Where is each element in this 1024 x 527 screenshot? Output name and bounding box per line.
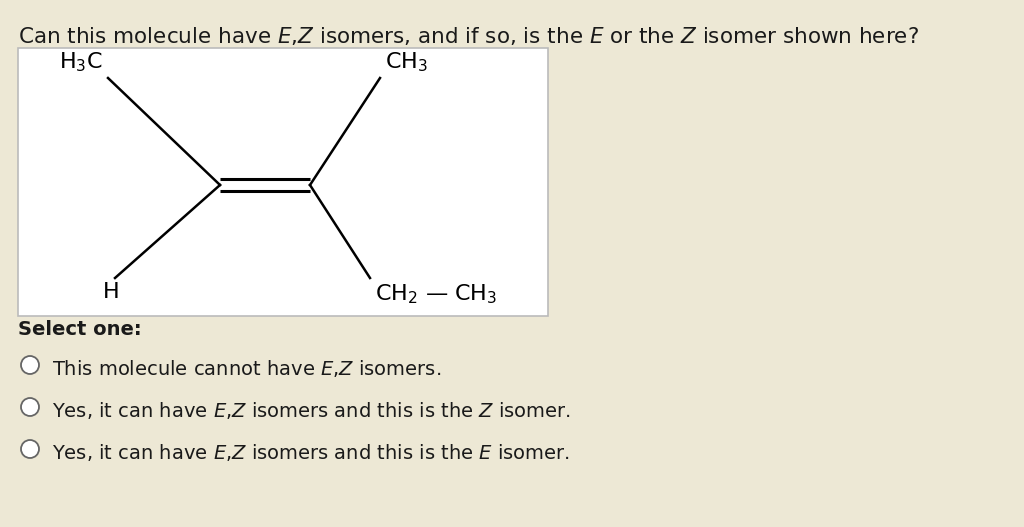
Text: Yes, it can have $\it{E}$,$\it{Z}$ isomers and this is the $\it{E}$ isomer.: Yes, it can have $\it{E}$,$\it{Z}$ isome… xyxy=(52,442,569,463)
Circle shape xyxy=(22,440,39,458)
Circle shape xyxy=(22,356,39,374)
Circle shape xyxy=(22,398,39,416)
Text: $\mathregular{H}$: $\mathregular{H}$ xyxy=(101,282,118,302)
Text: Select one:: Select one: xyxy=(18,320,141,339)
Bar xyxy=(18,48,548,316)
Text: $\mathregular{CH_3}$: $\mathregular{CH_3}$ xyxy=(385,51,428,74)
Text: This molecule cannot have $\it{E}$,$\it{Z}$ isomers.: This molecule cannot have $\it{E}$,$\it{… xyxy=(52,358,441,379)
Text: Can this molecule have $\it{E}$,$\it{Z}$ isomers, and if so, is the $\it{E}$ or : Can this molecule have $\it{E}$,$\it{Z}$… xyxy=(18,25,919,47)
Text: Yes, it can have $\it{E}$,$\it{Z}$ isomers and this is the $\it{Z}$ isomer.: Yes, it can have $\it{E}$,$\it{Z}$ isome… xyxy=(52,400,570,421)
Text: $\mathregular{H_3C}$: $\mathregular{H_3C}$ xyxy=(59,51,103,74)
Text: $\mathregular{CH_2}$ — $\mathregular{CH_3}$: $\mathregular{CH_2}$ — $\mathregular{CH_… xyxy=(375,282,498,306)
